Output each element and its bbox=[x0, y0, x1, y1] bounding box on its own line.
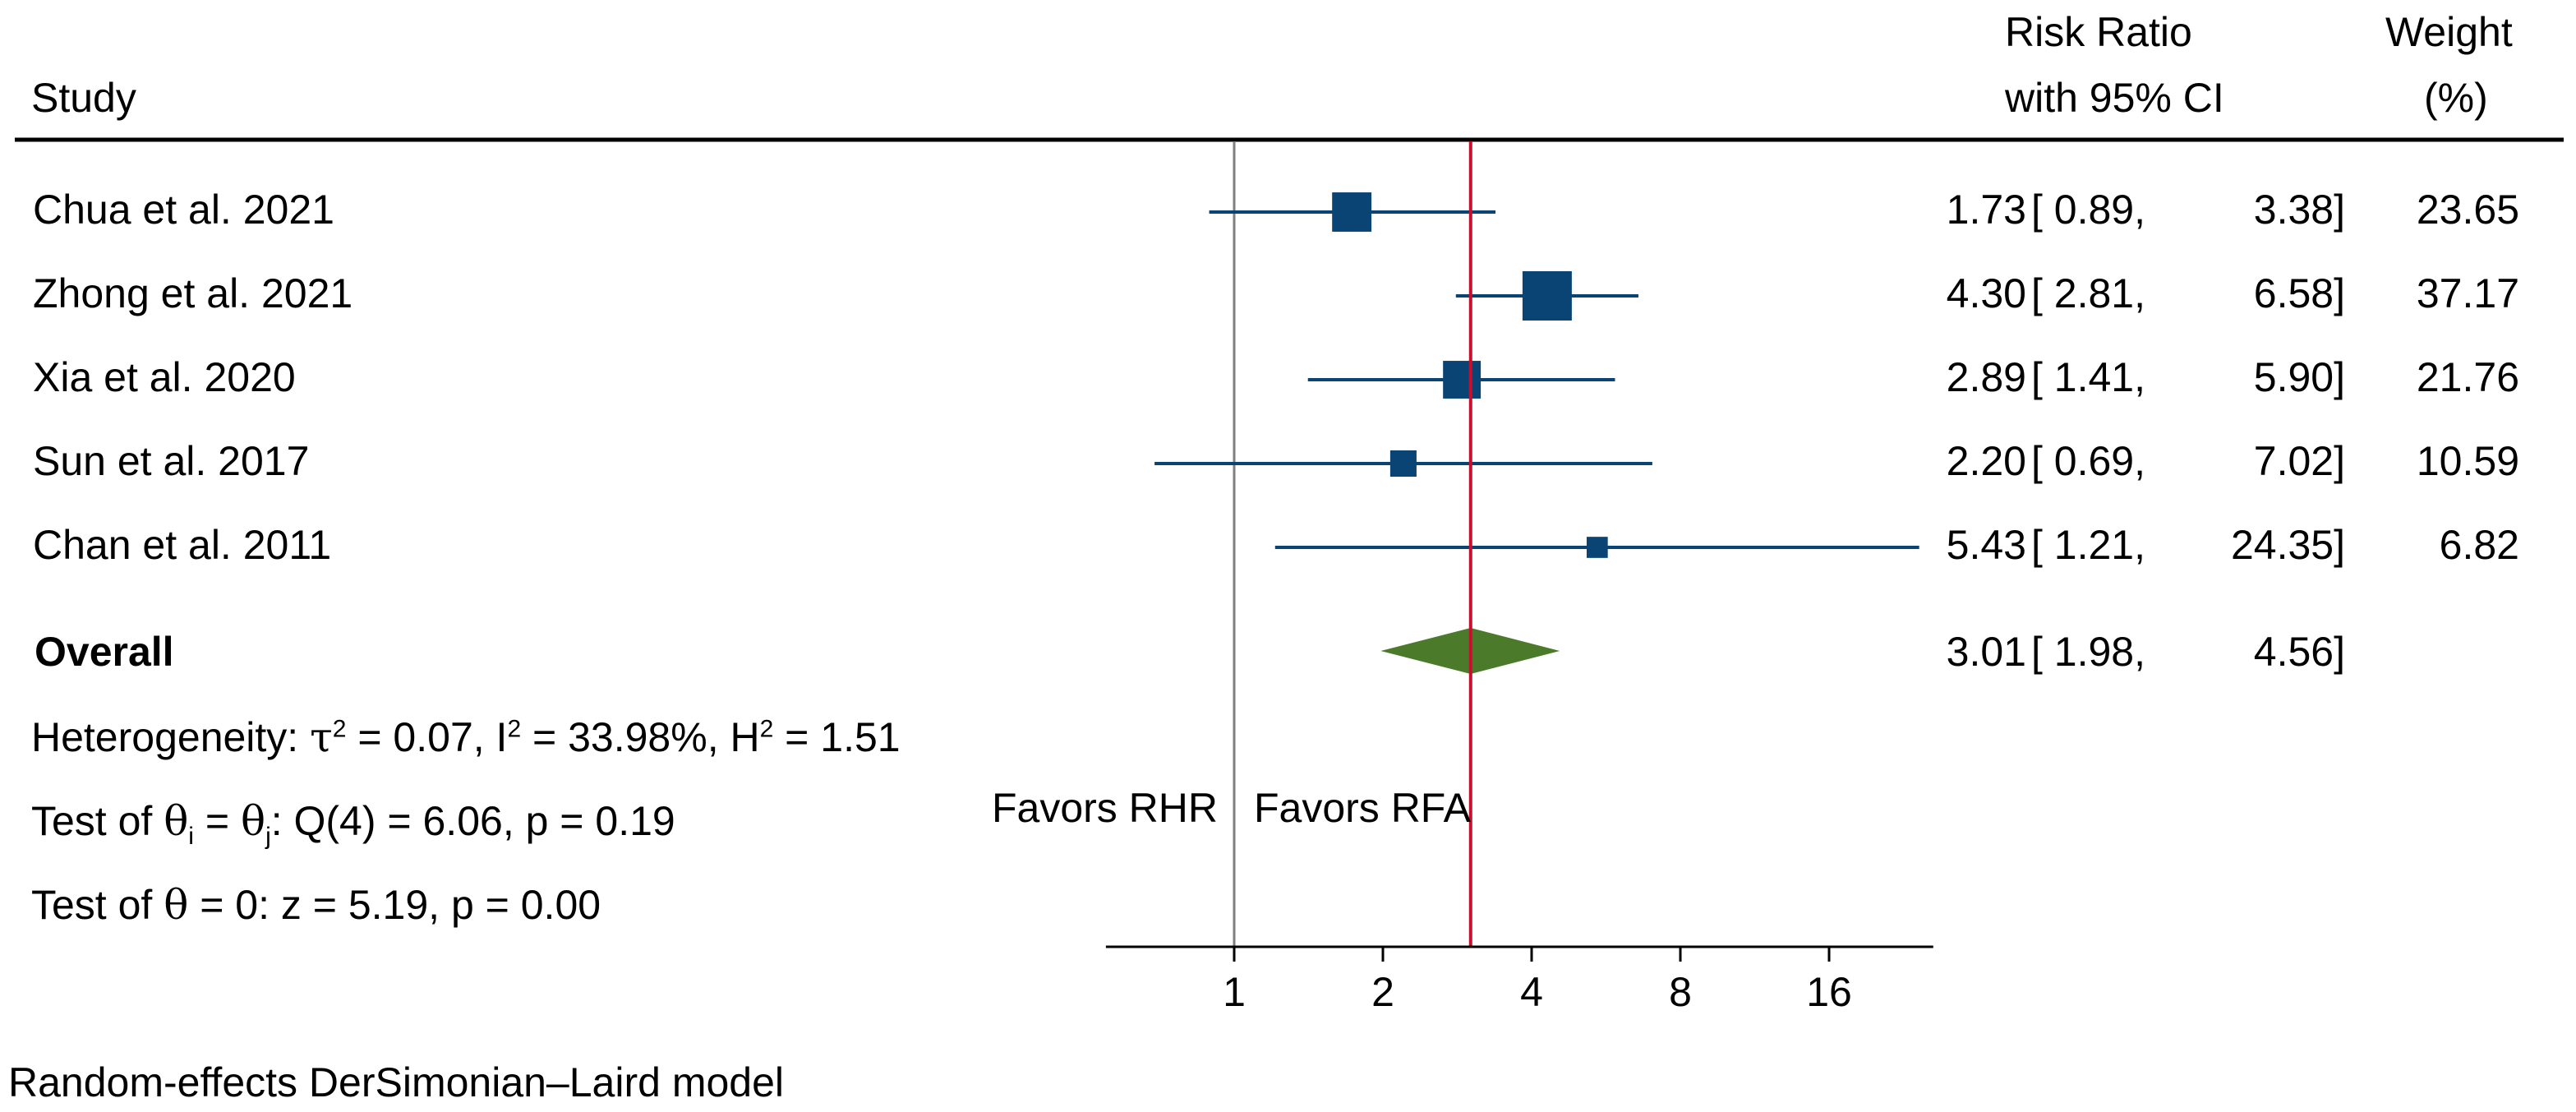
study-weight: 23.65 bbox=[2416, 187, 2519, 233]
tau-symbol: τ bbox=[310, 713, 333, 761]
overall-label: Overall bbox=[35, 629, 174, 675]
test-ij-prefix: Test of bbox=[31, 798, 164, 844]
study-marker bbox=[1332, 192, 1372, 232]
study-label: Sun et al. 2017 bbox=[33, 438, 310, 484]
study-weight: 6.82 bbox=[2439, 522, 2519, 568]
favors-right: Favors RFA bbox=[1254, 785, 1471, 831]
study-label: Xia et al. 2020 bbox=[33, 354, 296, 400]
study-rr: 1.73 bbox=[1946, 187, 2026, 233]
study-marker bbox=[1586, 537, 1608, 558]
study-ci-hi: 3.38] bbox=[2253, 187, 2345, 233]
study-rr: 4.30 bbox=[1946, 270, 2026, 316]
overall-rr: 3.01 bbox=[1946, 629, 2026, 675]
study-marker bbox=[1443, 361, 1482, 399]
header-risk-ratio: Risk Ratio bbox=[2005, 9, 2192, 55]
study-weight: 10.59 bbox=[2416, 438, 2519, 484]
test-theta-ij: Test of θi = θj: Q(4) = 6.06, p = 0.19 bbox=[31, 801, 675, 849]
theta-j: θ bbox=[240, 797, 266, 845]
x-tick-label: 16 bbox=[1806, 969, 1852, 1015]
study-ci-hi: 5.90] bbox=[2253, 354, 2345, 400]
test-zero-prefix: Test of bbox=[31, 882, 164, 928]
study-rr: 2.89 bbox=[1946, 354, 2026, 400]
study-label: Zhong et al. 2021 bbox=[33, 270, 353, 316]
test-ij-eq: = bbox=[193, 798, 241, 844]
study-label: Chan et al. 2011 bbox=[33, 522, 332, 568]
study-marker bbox=[1522, 271, 1572, 321]
overall-ci-hi: 4.56] bbox=[2253, 629, 2345, 675]
favors-left: Favors RHR bbox=[991, 785, 1218, 831]
study-ci-lo: [ 0.69, bbox=[2031, 438, 2145, 484]
study-ci-lo: [ 0.89, bbox=[2031, 187, 2145, 233]
test-zero-rest: = 0: z = 5.19, p = 0.00 bbox=[188, 882, 601, 928]
study-ci-hi: 24.35] bbox=[2230, 522, 2345, 568]
x-tick-label: 8 bbox=[1669, 969, 1692, 1015]
study-weight: 21.76 bbox=[2416, 354, 2519, 400]
footnote: Random-effects DerSimonian–Laird model bbox=[8, 1059, 784, 1105]
overall-ci-lo: [ 1.98, bbox=[2031, 629, 2145, 675]
study-marker bbox=[1389, 450, 1417, 478]
i2-sup: 2 bbox=[507, 715, 522, 743]
header-ci: with 95% CI bbox=[2005, 75, 2224, 121]
h2-sup: 2 bbox=[759, 715, 774, 743]
x-tick-label: 1 bbox=[1223, 969, 1246, 1015]
test-ij-rest: : Q(4) = 6.06, p = 0.19 bbox=[270, 798, 675, 844]
study-ci-lo: [ 1.21, bbox=[2031, 522, 2145, 568]
header-weight: Weight bbox=[2385, 9, 2513, 55]
study-ci-lo: [ 2.81, bbox=[2031, 270, 2145, 316]
header-weight-unit: (%) bbox=[2424, 75, 2488, 121]
heterogeneity-prefix: Heterogeneity: bbox=[31, 714, 311, 760]
study-rr: 5.43 bbox=[1946, 522, 2026, 568]
study-rr: 2.20 bbox=[1946, 438, 2026, 484]
h2-value: = 1.51 bbox=[773, 714, 901, 760]
study-ci-hi: 7.02] bbox=[2253, 438, 2345, 484]
x-tick-label: 2 bbox=[1371, 969, 1394, 1015]
test-theta-zero: Test of θ = 0: z = 5.19, p = 0.00 bbox=[31, 884, 601, 925]
study-label: Chua et al. 2021 bbox=[33, 187, 334, 233]
sub-i: i bbox=[188, 823, 194, 850]
tau-sup: 2 bbox=[332, 715, 347, 743]
theta-zero: θ bbox=[164, 881, 189, 929]
heterogeneity-text: Heterogeneity: τ2 = 0.07, I2 = 33.98%, H… bbox=[31, 717, 901, 758]
study-ci-lo: [ 1.41, bbox=[2031, 354, 2145, 400]
theta-i: θ bbox=[164, 797, 189, 845]
i2-value: = 33.98%, H bbox=[521, 714, 760, 760]
header-study: Study bbox=[31, 75, 136, 121]
tau-value: = 0.07, I bbox=[346, 714, 508, 760]
x-tick-label: 4 bbox=[1520, 969, 1543, 1015]
study-weight: 37.17 bbox=[2416, 270, 2519, 316]
study-ci-hi: 6.58] bbox=[2253, 270, 2345, 316]
sub-j: j bbox=[265, 823, 271, 850]
